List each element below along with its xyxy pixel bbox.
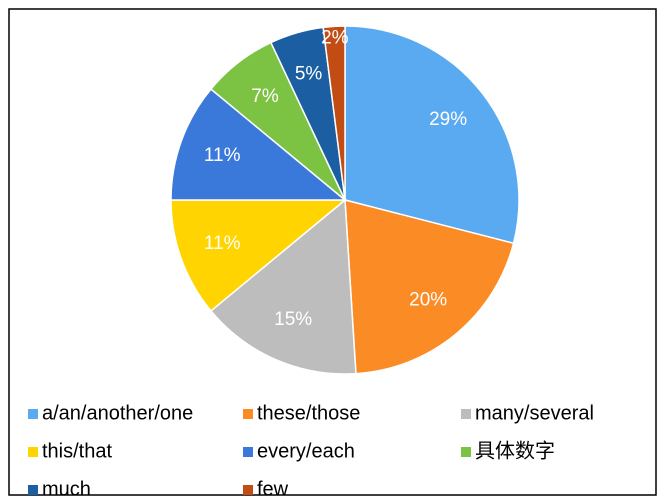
slice-label: 11% xyxy=(204,233,241,254)
legend-label: this/that xyxy=(42,440,112,462)
pie-slice xyxy=(170,88,348,201)
legend-label: 具体数字 xyxy=(475,439,555,462)
legend-swatch xyxy=(28,485,38,495)
pie-slice xyxy=(322,25,346,201)
legend-label: few xyxy=(257,478,289,500)
slice-label: 20% xyxy=(409,290,447,311)
legend-swatch xyxy=(461,447,471,457)
slice-label: 15% xyxy=(274,309,312,330)
legend-swatch xyxy=(461,409,471,419)
legend-swatch xyxy=(243,409,253,419)
slice-label: 29% xyxy=(429,109,467,130)
legend-label: much xyxy=(42,478,91,500)
legend-label: a/an/another/one xyxy=(42,402,193,424)
pie-slice xyxy=(344,199,515,375)
legend-swatch xyxy=(28,409,38,419)
legend-swatch xyxy=(243,447,253,457)
slice-label: 11% xyxy=(204,145,241,166)
slice-label: 2% xyxy=(321,28,349,49)
legend-swatch xyxy=(243,485,253,495)
legend-label: these/those xyxy=(257,402,360,424)
legend-label: many/several xyxy=(475,402,594,424)
legend-swatch xyxy=(28,447,38,457)
pie-slice xyxy=(344,25,520,245)
slice-label: 7% xyxy=(251,86,279,107)
legend-label: every/each xyxy=(257,440,355,462)
slice-label: 5% xyxy=(295,64,323,85)
pie-slice xyxy=(170,199,348,312)
pie-slice xyxy=(209,198,357,375)
